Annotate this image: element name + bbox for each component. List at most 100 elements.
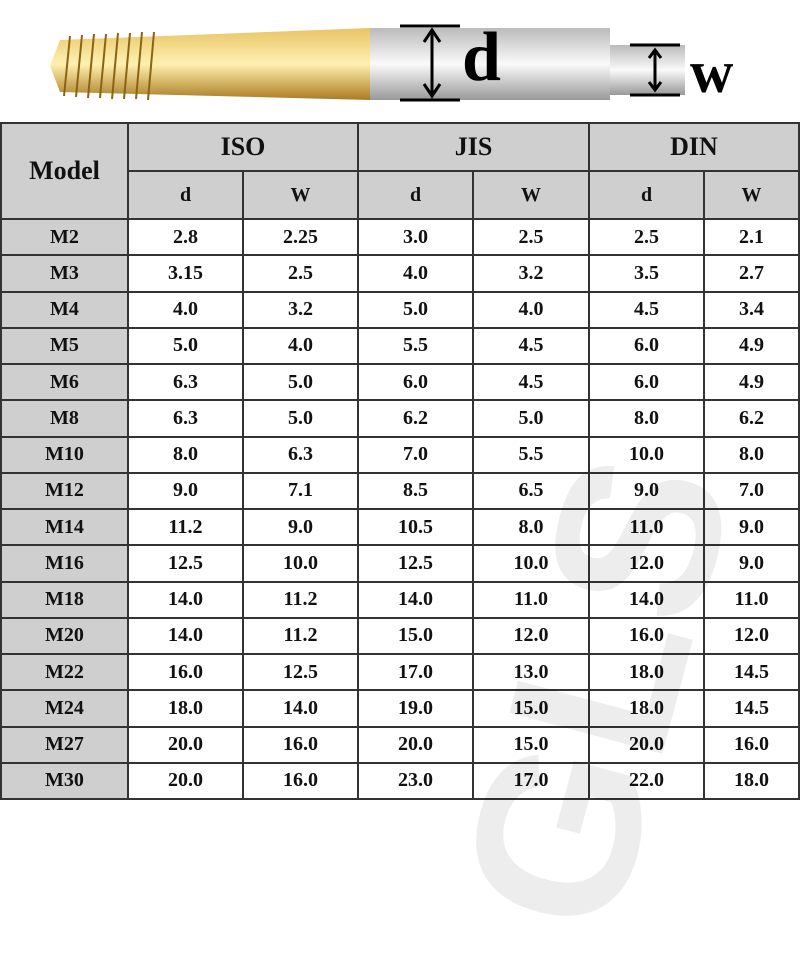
model-cell: M12 xyxy=(2,473,129,510)
group-header: DIN xyxy=(590,124,800,172)
value-cell: 4.5 xyxy=(590,292,705,329)
value-cell: 3.2 xyxy=(474,256,590,293)
value-cell: 20.0 xyxy=(129,763,244,800)
model-cell: M5 xyxy=(2,328,129,365)
sub-header: d xyxy=(359,172,474,220)
model-cell: M3 xyxy=(2,256,129,293)
value-cell: 20.0 xyxy=(590,727,705,764)
model-cell: M6 xyxy=(2,365,129,402)
value-cell: 3.0 xyxy=(359,220,474,257)
value-cell: 2.1 xyxy=(705,220,800,257)
value-cell: 10.0 xyxy=(474,546,590,583)
value-cell: 11.2 xyxy=(244,582,359,619)
value-cell: 5.0 xyxy=(244,365,359,402)
value-cell: 9.0 xyxy=(590,473,705,510)
value-cell: 5.0 xyxy=(129,328,244,365)
value-cell: 6.3 xyxy=(129,365,244,402)
model-cell: M22 xyxy=(2,655,129,692)
value-cell: 9.0 xyxy=(705,546,800,583)
sub-header: W xyxy=(474,172,590,220)
value-cell: 3.2 xyxy=(244,292,359,329)
value-cell: 17.0 xyxy=(474,763,590,800)
value-cell: 14.0 xyxy=(244,691,359,728)
value-cell: 4.5 xyxy=(474,365,590,402)
value-cell: 23.0 xyxy=(359,763,474,800)
value-cell: 8.0 xyxy=(590,401,705,438)
model-cell: M18 xyxy=(2,582,129,619)
value-cell: 4.0 xyxy=(359,256,474,293)
w-label: w xyxy=(690,39,734,105)
value-cell: 5.0 xyxy=(474,401,590,438)
value-cell: 18.0 xyxy=(129,691,244,728)
value-cell: 6.3 xyxy=(244,437,359,474)
value-cell: 10.5 xyxy=(359,510,474,547)
value-cell: 18.0 xyxy=(705,763,800,800)
value-cell: 16.0 xyxy=(244,763,359,800)
model-cell: M8 xyxy=(2,401,129,438)
model-cell: M20 xyxy=(2,618,129,655)
value-cell: 3.15 xyxy=(129,256,244,293)
value-cell: 6.3 xyxy=(129,401,244,438)
value-cell: 8.5 xyxy=(359,473,474,510)
value-cell: 18.0 xyxy=(590,691,705,728)
value-cell: 7.1 xyxy=(244,473,359,510)
value-cell: 10.0 xyxy=(244,546,359,583)
value-cell: 6.0 xyxy=(359,365,474,402)
value-cell: 16.0 xyxy=(590,618,705,655)
model-cell: M14 xyxy=(2,510,129,547)
value-cell: 17.0 xyxy=(359,655,474,692)
value-cell: 4.0 xyxy=(129,292,244,329)
value-cell: 11.0 xyxy=(474,582,590,619)
value-cell: 19.0 xyxy=(359,691,474,728)
value-cell: 5.0 xyxy=(359,292,474,329)
value-cell: 11.0 xyxy=(705,582,800,619)
value-cell: 2.25 xyxy=(244,220,359,257)
value-cell: 2.5 xyxy=(244,256,359,293)
value-cell: 16.0 xyxy=(244,727,359,764)
model-cell: M27 xyxy=(2,727,129,764)
value-cell: 12.5 xyxy=(359,546,474,583)
value-cell: 14.5 xyxy=(705,691,800,728)
value-cell: 11.2 xyxy=(244,618,359,655)
value-cell: 2.7 xyxy=(705,256,800,293)
value-cell: 6.2 xyxy=(705,401,800,438)
value-cell: 14.0 xyxy=(129,582,244,619)
value-cell: 15.0 xyxy=(474,691,590,728)
value-cell: 2.5 xyxy=(474,220,590,257)
group-header: ISO xyxy=(129,124,359,172)
sub-header: W xyxy=(705,172,800,220)
value-cell: 6.0 xyxy=(590,365,705,402)
value-cell: 12.0 xyxy=(705,618,800,655)
model-cell: M16 xyxy=(2,546,129,583)
value-cell: 9.0 xyxy=(705,510,800,547)
value-cell: 16.0 xyxy=(705,727,800,764)
value-cell: 3.5 xyxy=(590,256,705,293)
value-cell: 8.0 xyxy=(705,437,800,474)
d-label: d xyxy=(462,19,501,96)
value-cell: 6.5 xyxy=(474,473,590,510)
value-cell: 6.2 xyxy=(359,401,474,438)
value-cell: 20.0 xyxy=(129,727,244,764)
sub-header: d xyxy=(129,172,244,220)
value-cell: 11.0 xyxy=(590,510,705,547)
value-cell: 6.0 xyxy=(590,328,705,365)
value-cell: 5.5 xyxy=(359,328,474,365)
value-cell: 4.9 xyxy=(705,328,800,365)
value-cell: 5.0 xyxy=(244,401,359,438)
value-cell: 9.0 xyxy=(129,473,244,510)
value-cell: 12.5 xyxy=(129,546,244,583)
model-header: Model xyxy=(2,124,129,220)
sub-header: W xyxy=(244,172,359,220)
value-cell: 4.9 xyxy=(705,365,800,402)
value-cell: 14.0 xyxy=(129,618,244,655)
value-cell: 7.0 xyxy=(705,473,800,510)
value-cell: 12.5 xyxy=(244,655,359,692)
model-cell: M2 xyxy=(2,220,129,257)
value-cell: 11.2 xyxy=(129,510,244,547)
value-cell: 14.0 xyxy=(590,582,705,619)
value-cell: 10.0 xyxy=(590,437,705,474)
model-cell: M4 xyxy=(2,292,129,329)
tap-illustration: d w xyxy=(50,19,734,105)
